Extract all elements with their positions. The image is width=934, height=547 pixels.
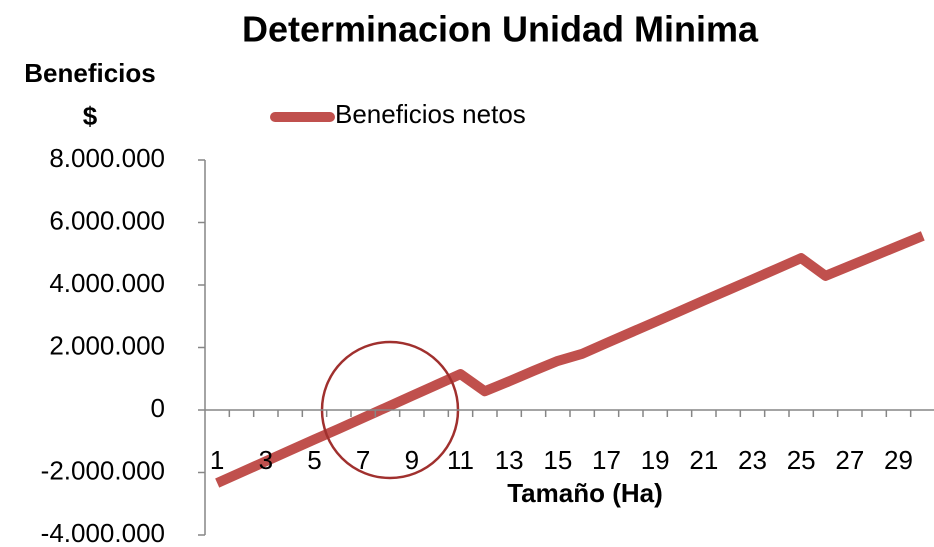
legend-label: Beneficios netos — [335, 99, 526, 129]
y-tick-label: -4.000.000 — [41, 518, 165, 547]
x-tick-label: 9 — [405, 445, 419, 475]
y-tick-label: -2.000.000 — [41, 455, 165, 485]
y-tick-label: 4.000.000 — [49, 268, 165, 298]
chart-title: Determinacion Unidad Minima — [242, 9, 759, 50]
x-tick-label: 21 — [689, 445, 718, 475]
x-tick-label: 3 — [259, 445, 273, 475]
x-tick-label: 7 — [356, 445, 370, 475]
x-tick-label: 19 — [641, 445, 670, 475]
data-line — [215, 231, 925, 488]
x-tick-label: 1 — [210, 445, 224, 475]
x-tick-label: 15 — [543, 445, 572, 475]
y-tick-label: 0 — [151, 393, 165, 423]
x-tick-label: 27 — [835, 445, 864, 475]
x-tick-label: 13 — [495, 445, 524, 475]
y-axis-label: Beneficios — [24, 58, 156, 88]
x-tick-label: 17 — [592, 445, 621, 475]
x-tick-label: 25 — [787, 445, 816, 475]
x-tick-label: 29 — [884, 445, 913, 475]
x-tick-label: 5 — [307, 445, 321, 475]
x-axis-label: Tamaño (Ha) — [507, 478, 663, 508]
y-tick-label: 8.000.000 — [49, 143, 165, 173]
y-axis-label: $ — [83, 101, 98, 131]
x-tick-label: 11 — [447, 445, 474, 475]
y-tick-label: 2.000.000 — [49, 330, 165, 360]
x-tick-label: 23 — [738, 445, 767, 475]
y-tick-label: 6.000.000 — [49, 205, 165, 235]
